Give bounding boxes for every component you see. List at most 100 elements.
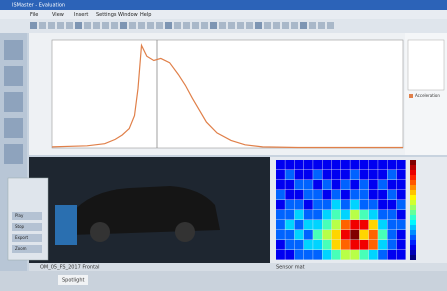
- heat-cell: [350, 190, 359, 200]
- heat-cell: [304, 190, 313, 200]
- toolbar-button[interactable]: [174, 22, 181, 29]
- heat-cell: [285, 250, 294, 260]
- toolbar-button[interactable]: [291, 22, 298, 29]
- heat-cell: [313, 190, 322, 200]
- toolbar-button[interactable]: [210, 22, 217, 29]
- nav-icon[interactable]: [4, 144, 23, 164]
- heat-cell: [276, 210, 285, 220]
- heat-cell: [350, 180, 359, 190]
- colorbar-step: [410, 200, 416, 205]
- heat-cell: [369, 180, 378, 190]
- heat-cell: [387, 210, 396, 220]
- menu-item[interactable]: Window: [118, 12, 138, 18]
- heat-cell: [304, 180, 313, 190]
- colorbar-step: [410, 185, 416, 190]
- app-window: ISMaster - Evaluation OM_05_FS_2017 Fron…: [0, 0, 447, 291]
- toolbar-button[interactable]: [219, 22, 226, 29]
- toolbar-button[interactable]: [138, 22, 145, 29]
- panel-button-label[interactable]: Play: [15, 213, 24, 218]
- heat-cell: [285, 230, 294, 240]
- toolbar-button[interactable]: [282, 22, 289, 29]
- tab-label[interactable]: Spotlight: [62, 278, 84, 284]
- toolbar-button[interactable]: [246, 22, 253, 29]
- colorbar-step: [410, 170, 416, 175]
- toolbar-button[interactable]: [66, 22, 73, 29]
- info-table: [408, 40, 444, 90]
- heat-cell: [397, 170, 406, 180]
- heat-cell: [295, 220, 304, 230]
- panel-button-label[interactable]: Zoom: [15, 246, 27, 251]
- menu-bar: [0, 10, 447, 19]
- heat-cell: [341, 180, 350, 190]
- toolbar-button[interactable]: [147, 22, 154, 29]
- toolbar-button[interactable]: [237, 22, 244, 29]
- heat-cell: [295, 180, 304, 190]
- toolbar-button[interactable]: [327, 22, 334, 29]
- nav-icon[interactable]: [4, 40, 23, 60]
- heat-cell: [304, 210, 313, 220]
- panel-button-label[interactable]: Export: [15, 235, 29, 240]
- colorbar-step: [410, 205, 416, 210]
- heat-cell: [378, 170, 387, 180]
- heat-cell: [332, 170, 341, 180]
- toolbar-button[interactable]: [192, 22, 199, 29]
- mat-caption: Sensor mat: [276, 265, 305, 271]
- heat-cell: [332, 190, 341, 200]
- toolbar-button[interactable]: [120, 22, 127, 29]
- heat-cell: [285, 190, 294, 200]
- nav-icon[interactable]: [4, 118, 23, 138]
- heat-cell: [369, 220, 378, 230]
- colorbar-step: [410, 175, 416, 180]
- menu-item[interactable]: View: [52, 12, 64, 18]
- menu-item[interactable]: Insert: [74, 12, 88, 18]
- nav-icon[interactable]: [4, 66, 23, 86]
- toolbar-button[interactable]: [318, 22, 325, 29]
- heat-cell: [322, 240, 331, 250]
- heat-cell: [387, 220, 396, 230]
- toolbar-button[interactable]: [201, 22, 208, 29]
- toolbar-button[interactable]: [39, 22, 46, 29]
- heat-cell: [387, 250, 396, 260]
- toolbar-button[interactable]: [129, 22, 136, 29]
- video-caption: OM_05_FS_2017 Frontal: [40, 265, 100, 271]
- heat-cell: [285, 180, 294, 190]
- heat-cell: [378, 190, 387, 200]
- toolbar-button[interactable]: [75, 22, 82, 29]
- toolbar-button[interactable]: [183, 22, 190, 29]
- toolbar-button[interactable]: [102, 22, 109, 29]
- colorbar-step: [410, 235, 416, 240]
- menu-item[interactable]: Settings: [96, 12, 117, 18]
- toolbar-button[interactable]: [48, 22, 55, 29]
- toolbar-button[interactable]: [228, 22, 235, 29]
- toolbar-button[interactable]: [156, 22, 163, 29]
- toolbar-button[interactable]: [30, 22, 37, 29]
- colorbar-step: [410, 210, 416, 215]
- heat-cell: [322, 210, 331, 220]
- toolbar-button[interactable]: [264, 22, 271, 29]
- toolbar-button[interactable]: [165, 22, 172, 29]
- menu-item[interactable]: Help: [140, 12, 151, 18]
- toolbar-button[interactable]: [93, 22, 100, 29]
- menu-item[interactable]: File: [30, 12, 38, 18]
- toolbar-button[interactable]: [111, 22, 118, 29]
- heat-cell: [304, 240, 313, 250]
- heat-cell: [369, 170, 378, 180]
- heat-cell: [360, 250, 369, 260]
- toolbar-button[interactable]: [255, 22, 262, 29]
- heat-cell: [360, 240, 369, 250]
- toolbar-button[interactable]: [84, 22, 91, 29]
- plot-area: [52, 40, 403, 148]
- toolbar-button[interactable]: [309, 22, 316, 29]
- toolbar-button[interactable]: [273, 22, 280, 29]
- panel-button-label[interactable]: Stop: [15, 224, 25, 229]
- car-wheel: [90, 222, 110, 242]
- heat-cell: [322, 190, 331, 200]
- heat-cell: [378, 210, 387, 220]
- toolbar-button[interactable]: [57, 22, 64, 29]
- heat-cell: [397, 210, 406, 220]
- toolbar-button[interactable]: [300, 22, 307, 29]
- nav-icon[interactable]: [4, 92, 23, 112]
- heat-cell: [387, 170, 396, 180]
- colorbar-step: [410, 195, 416, 200]
- window-title: ISMaster - Evaluation: [12, 3, 65, 9]
